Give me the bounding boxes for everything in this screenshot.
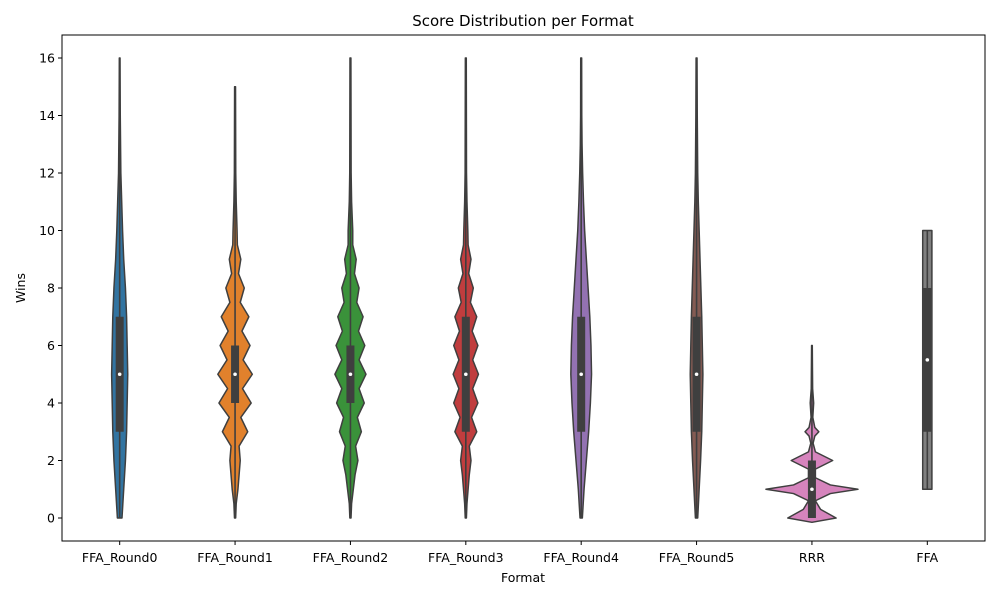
x-axis-ticks: FFA_Round0 FFA_Round1 FFA_Round2 FFA_Round3… [82,541,939,565]
y-axis-label: Wins [13,273,28,303]
chart-title: Score Distribution per Format [412,12,634,30]
x-tick-label: FFA_Round5 [659,550,735,565]
violin-FFA_Round5 [689,57,704,519]
y-tick-label: 2 [47,453,55,468]
violin-median-dot [117,372,122,377]
violin-RRR [765,344,859,524]
violin-FFA_Round0 [110,57,129,519]
x-tick-label: FFA_Round1 [197,550,273,565]
violin-FFA_Round3 [452,57,480,519]
y-tick-label: 16 [39,51,55,66]
y-tick-label: 0 [47,511,55,526]
violin-median-dot [233,372,237,377]
x-tick-label: FFA_Round4 [543,550,619,565]
x-tick-label: RRR [799,550,825,565]
violin-FFA [921,229,933,490]
y-tick-label: 6 [47,338,55,353]
x-tick-label: FFA_Round0 [82,550,158,565]
y-tick-label: 14 [39,108,55,123]
x-tick-label: FFA_Round3 [428,550,504,565]
x-axis-label: Format [501,570,545,585]
y-tick-label: 12 [39,166,55,181]
y-tick-label: 10 [39,223,55,238]
plot-frame [61,34,986,542]
y-tick-label: 4 [47,396,55,411]
violin-FFA_Round1 [217,86,254,519]
violin-median-dot [579,372,583,377]
violin-median-dot [464,372,468,377]
violin-median-dot [810,487,814,492]
x-tick-label: FFA_Round2 [313,550,389,565]
violin-FFA_Round4 [570,57,593,519]
violin-median-dot [925,358,930,362]
x-tick-label: FFA [916,550,938,565]
violin-FFA_Round2 [334,57,367,519]
violin-median-dot [348,372,353,377]
violin-median-dot [694,372,699,377]
y-axis-ticks: 0 2 4 6 8 10 12 14 16 [39,51,62,526]
violins-group [110,57,933,524]
y-tick-label: 8 [47,281,55,296]
